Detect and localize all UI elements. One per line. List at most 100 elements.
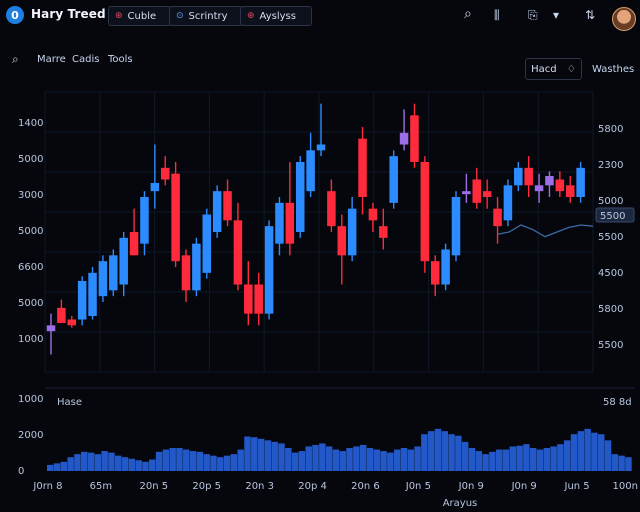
chart-toolbar: ⌕ Marre Cadis Tools Wasthes bbox=[0, 48, 640, 75]
candle-body bbox=[503, 185, 513, 221]
candle-body bbox=[150, 183, 160, 192]
candle-body bbox=[119, 237, 128, 285]
volume-bar bbox=[196, 451, 204, 471]
avatar[interactable] bbox=[612, 7, 636, 31]
volume-bar bbox=[101, 451, 108, 471]
volume-bar bbox=[115, 455, 122, 471]
candle-body bbox=[347, 208, 357, 256]
candle-body bbox=[534, 185, 544, 192]
volume-bar bbox=[570, 434, 578, 471]
volume-bar bbox=[387, 452, 394, 471]
candle-body bbox=[514, 167, 523, 186]
candle-body bbox=[576, 167, 585, 197]
app-logo[interactable]: 0 bbox=[6, 6, 24, 24]
logo-glyph: 0 bbox=[11, 8, 19, 22]
search-icon[interactable]: ⌕ bbox=[464, 6, 472, 22]
volume-bar bbox=[400, 448, 408, 471]
y-axis-tick-label: 1000 bbox=[18, 334, 43, 345]
volume-bar bbox=[625, 457, 632, 471]
candle-body bbox=[67, 319, 77, 326]
candle-body bbox=[420, 162, 430, 262]
candle-body bbox=[389, 156, 398, 203]
volume-bar bbox=[210, 455, 217, 471]
volume-bar bbox=[94, 454, 102, 471]
x-axis-tick-label: J0n 9 bbox=[511, 481, 537, 492]
volume-bar bbox=[536, 449, 544, 471]
volume-bar bbox=[108, 452, 115, 471]
x-axis-tick-label: 65m bbox=[90, 481, 112, 492]
volume-bar bbox=[468, 448, 476, 471]
bars-icon[interactable]: ⫼ bbox=[494, 8, 500, 22]
menu-item-tools[interactable]: Tools bbox=[108, 54, 133, 65]
right-axis-tick-label: 5500 bbox=[598, 232, 623, 243]
volume-bar bbox=[81, 451, 88, 471]
volume-bar bbox=[393, 449, 401, 471]
volume-bar bbox=[407, 449, 414, 471]
candle-body bbox=[244, 284, 253, 314]
candle-body bbox=[451, 197, 461, 256]
y-axis-tick-label: 5000 bbox=[18, 298, 43, 309]
volume-bar bbox=[461, 441, 469, 471]
candle-body bbox=[368, 208, 378, 221]
interval-selector[interactable]: Hacd ♢ bbox=[525, 58, 582, 80]
x-axis-tick-label: 20n 6 bbox=[351, 481, 380, 492]
search-icon[interactable]: ⌕ bbox=[12, 52, 19, 66]
volume-bar bbox=[563, 440, 571, 471]
volume-bar bbox=[176, 448, 183, 471]
volume-bar bbox=[434, 428, 442, 471]
volume-caption: Hase bbox=[57, 397, 82, 408]
volume-bar bbox=[489, 451, 496, 471]
volume-bar bbox=[128, 458, 136, 471]
analysis-icon: ⊕ bbox=[247, 11, 255, 21]
app-title: Hary Treed bbox=[31, 7, 106, 21]
volume-bar bbox=[495, 449, 503, 471]
y-axis-tick-label: 6600 bbox=[18, 262, 43, 273]
volume-bar bbox=[557, 444, 564, 471]
candle-body bbox=[441, 249, 450, 285]
menu-item-marre[interactable]: Marre bbox=[37, 54, 66, 65]
tab-ayslyss[interactable]: ⊕ Ayslyss bbox=[240, 6, 312, 26]
volume-bar bbox=[584, 428, 591, 471]
volume-bar bbox=[230, 454, 238, 471]
tab-label: Cuble bbox=[127, 10, 157, 22]
volume-bar bbox=[67, 457, 74, 471]
candle-body bbox=[129, 232, 139, 256]
candle-body bbox=[337, 226, 347, 256]
volume-bar bbox=[223, 455, 231, 471]
share-icon[interactable]: ⇅ bbox=[585, 8, 596, 22]
candle-body bbox=[212, 191, 222, 232]
candle-body bbox=[316, 144, 326, 151]
right-axis-tick-label: 5500 bbox=[598, 340, 623, 351]
volume-bar bbox=[312, 444, 319, 471]
diamond-icon: ♢ bbox=[566, 63, 576, 75]
tab-cuble[interactable]: ⊕ Cuble bbox=[108, 6, 172, 26]
menu-item-cadis[interactable]: Cadis bbox=[72, 54, 100, 65]
volume-bar bbox=[169, 448, 176, 471]
volume-bar bbox=[257, 438, 265, 471]
right-axis-tick-label: 5000 bbox=[598, 196, 623, 207]
volume-bar bbox=[427, 431, 435, 471]
candle-body bbox=[565, 185, 575, 197]
candle-body bbox=[57, 307, 66, 323]
top-bar: 0 Hary Treed ⊕ Cuble ⊙ Scrintry ⊕ Ayslys… bbox=[0, 0, 640, 34]
volume-bar bbox=[597, 434, 605, 471]
copy-icon[interactable]: ⎘ bbox=[528, 8, 538, 22]
candle-body bbox=[192, 243, 201, 291]
x-axis-tick-label: 20n 3 bbox=[245, 481, 274, 492]
volume-bar bbox=[482, 454, 489, 471]
settings-icon: ⊙ bbox=[176, 11, 184, 21]
candle-body bbox=[462, 191, 471, 195]
chevron-down-icon[interactable]: ▾ bbox=[553, 8, 560, 22]
volume-bar bbox=[183, 449, 190, 471]
candle-body bbox=[98, 261, 108, 297]
candle-body bbox=[493, 208, 502, 227]
volume-bar bbox=[74, 454, 81, 471]
candle-body bbox=[140, 197, 149, 244]
right-axis-tick-label: 5800 bbox=[598, 304, 623, 315]
watches-label[interactable]: Wasthes bbox=[592, 64, 635, 75]
volume-bar bbox=[448, 434, 455, 471]
volume-axis-tick-label: 2000 bbox=[18, 430, 43, 441]
tab-scrintry[interactable]: ⊙ Scrintry bbox=[169, 6, 243, 26]
volume-bar bbox=[618, 455, 625, 471]
